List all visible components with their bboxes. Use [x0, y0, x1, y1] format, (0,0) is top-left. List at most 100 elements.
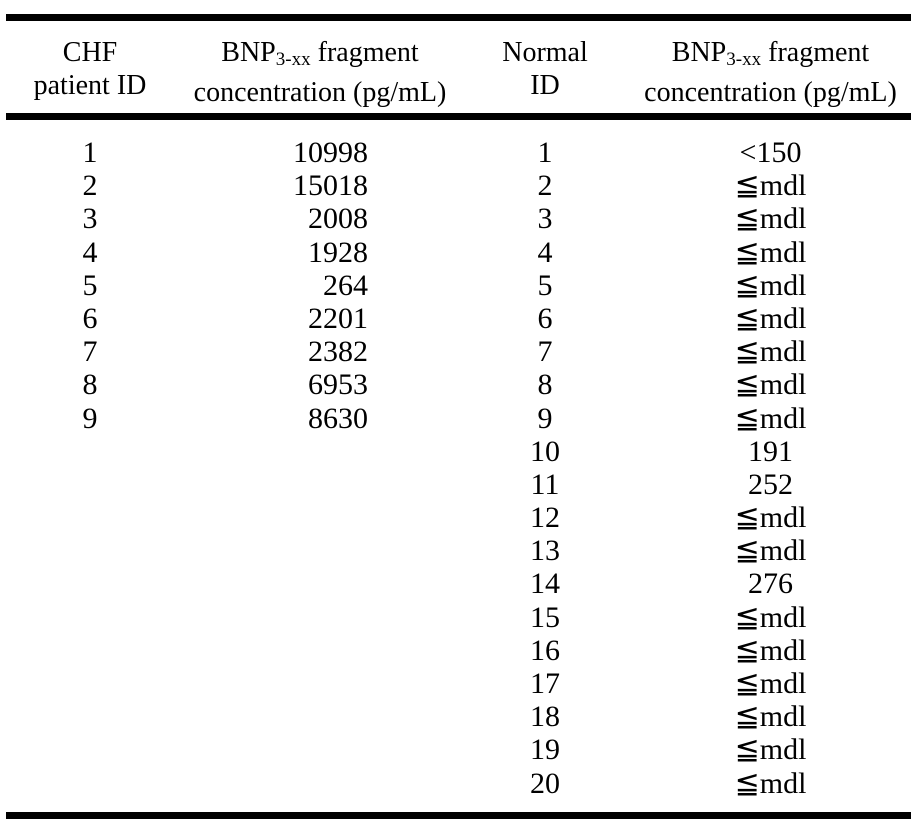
- normal-id-cell: 12: [530, 501, 560, 535]
- chf-patient-id-cell: [0, 667, 180, 700]
- table-row: 4 1928 4 ≦mdl: [0, 236, 911, 269]
- chf-concentration-cell: [180, 700, 460, 733]
- table-row: 6 2201 6 ≦mdl: [0, 302, 911, 335]
- header-chf-line1: CHF: [62, 37, 118, 68]
- normal-id-cell: 5: [537, 268, 553, 302]
- normal-concentration-cell: ≦mdl: [734, 501, 807, 535]
- bnp-subscript: 3-xx: [275, 49, 311, 71]
- chf-patient-id-cell: 9: [82, 401, 98, 435]
- chf-patient-id-cell: 7: [82, 335, 98, 369]
- chf-patient-id-cell: [0, 733, 180, 766]
- header-normal-bnp-concentration: BNP3-xx fragment concentration (pg/mL): [630, 36, 911, 109]
- table-row: 7 2382 7 ≦mdl: [0, 335, 911, 368]
- normal-id-cell: 1: [537, 136, 553, 169]
- chf-concentration-cell: [180, 733, 460, 766]
- normal-id-cell: 9: [537, 401, 553, 435]
- chf-concentration-cell: 1928: [308, 235, 368, 269]
- header-normal-id: Normal ID: [460, 36, 630, 109]
- chf-patient-id-cell: 5: [82, 268, 98, 302]
- chf-patient-id-cell: [0, 501, 180, 534]
- table-row: 8 6953 8 ≦mdl: [0, 368, 911, 401]
- chf-concentration-cell: [180, 435, 460, 468]
- normal-concentration-cell: ≦mdl: [734, 633, 807, 667]
- chf-concentration-cell: [180, 667, 460, 700]
- fragment-label: fragment: [317, 37, 419, 68]
- normal-id-cell: 6: [537, 301, 553, 335]
- table-row: 1 10998 1 <150: [0, 136, 911, 169]
- chf-concentration-cell: 8630: [308, 401, 368, 435]
- chf-patient-id-cell: 8: [82, 368, 98, 402]
- bnp-subscript: 3-xx: [726, 49, 762, 71]
- chf-patient-id-cell: 3: [82, 202, 98, 236]
- normal-id-cell: 17: [530, 667, 560, 700]
- normal-id-cell: 16: [530, 633, 560, 667]
- normal-concentration-cell: ≦mdl: [734, 202, 807, 236]
- header-normal-line1: Normal: [502, 37, 588, 68]
- header-concentration-unit: concentration (pg/mL): [193, 77, 447, 109]
- chf-patient-id-cell: [0, 767, 180, 800]
- table-row: 20 ≦mdl: [0, 767, 911, 800]
- chf-patient-id-cell: [0, 601, 180, 634]
- header-bnp-fragment-line: BNP3-xx fragment: [630, 36, 911, 76]
- header-bnp-fragment-line: BNP3-xx fragment: [180, 36, 460, 76]
- normal-concentration-cell: <150: [739, 136, 802, 169]
- chf-concentration-cell: [180, 767, 460, 800]
- header-normal-line2: ID: [530, 70, 560, 101]
- header-chf-line2: patient ID: [33, 70, 147, 101]
- table-row: 10 191: [0, 435, 911, 468]
- chf-patient-id-cell: 4: [82, 235, 98, 269]
- chf-patient-id-cell: [0, 634, 180, 667]
- normal-id-cell: 8: [537, 368, 553, 402]
- table-row: 13 ≦mdl: [0, 534, 911, 567]
- chf-patient-id-cell: [0, 435, 180, 468]
- normal-id-cell: 19: [530, 733, 560, 767]
- chf-concentration-cell: 264: [323, 268, 368, 302]
- normal-id-cell: 3: [537, 202, 553, 236]
- normal-id-cell: 2: [537, 169, 553, 203]
- normal-id-cell: 13: [530, 534, 560, 568]
- table-row: 9 8630 9 ≦mdl: [0, 402, 911, 435]
- normal-concentration-cell: 276: [748, 567, 793, 601]
- normal-concentration-cell: ≦mdl: [734, 401, 807, 435]
- table-header: CHF patient ID BNP3-xx fragment concentr…: [0, 36, 911, 109]
- table-row: 15 ≦mdl: [0, 601, 911, 634]
- normal-id-cell: 11: [530, 467, 560, 501]
- normal-id-cell: 4: [537, 235, 553, 269]
- chf-concentration-cell: 2008: [308, 202, 368, 236]
- normal-id-cell: 20: [530, 766, 560, 800]
- normal-id-cell: 18: [530, 700, 560, 734]
- chf-concentration-cell: 15018: [293, 169, 368, 203]
- chf-concentration-cell: [180, 567, 460, 600]
- chf-concentration-cell: 2201: [308, 301, 368, 335]
- bnp-label: BNP: [221, 37, 276, 68]
- normal-concentration-cell: ≦mdl: [734, 368, 807, 402]
- chf-concentration-cell: 10998: [293, 136, 368, 169]
- normal-concentration-cell: ≦mdl: [734, 700, 807, 734]
- chf-patient-id-cell: 1: [82, 136, 98, 169]
- chf-patient-id-cell: [0, 700, 180, 733]
- normal-id-cell: 15: [530, 600, 560, 634]
- table-row: 16 ≦mdl: [0, 634, 911, 667]
- table-row: 18 ≦mdl: [0, 700, 911, 733]
- normal-concentration-cell: ≦mdl: [734, 766, 807, 800]
- chf-concentration-cell: [180, 601, 460, 634]
- normal-concentration-cell: ≦mdl: [734, 733, 807, 767]
- normal-concentration-cell: ≦mdl: [734, 534, 807, 568]
- chf-concentration-cell: 2382: [308, 335, 368, 369]
- normal-concentration-cell: 191: [748, 434, 793, 468]
- chf-concentration-cell: [180, 634, 460, 667]
- table-row: 11 252: [0, 468, 911, 501]
- normal-concentration-cell: ≦mdl: [734, 169, 807, 203]
- fragment-label: fragment: [768, 37, 870, 68]
- normal-concentration-cell: ≦mdl: [734, 667, 807, 700]
- bnp-label: BNP: [671, 37, 727, 68]
- table-top-rule: [6, 14, 911, 21]
- table-body: 1 10998 1 <150 2 15018 2 ≦mdl 3 2008 3 ≦…: [0, 136, 911, 800]
- chf-patient-id-cell: 2: [82, 169, 98, 203]
- chf-patient-id-cell: [0, 567, 180, 600]
- chf-patient-id-cell: [0, 468, 180, 501]
- table-row: 19 ≦mdl: [0, 733, 911, 766]
- normal-concentration-cell: ≦mdl: [734, 235, 807, 269]
- chf-concentration-cell: [180, 468, 460, 501]
